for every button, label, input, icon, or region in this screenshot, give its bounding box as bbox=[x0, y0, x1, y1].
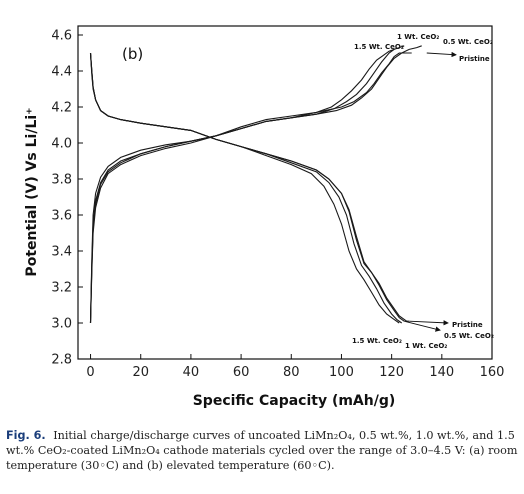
y-axis-ticks: 2.8 3.0 3.2 3.4 3.6 3.8 4.0 4.2 4.4 4.6 bbox=[51, 29, 83, 368]
discharge-label-0-5-wt: 0.5 Wt. CeO₂ bbox=[444, 332, 494, 340]
y-tick-label: 4.4 bbox=[51, 65, 72, 80]
x-tick-label: 140 bbox=[429, 365, 454, 380]
figure-caption: Fig. 6. Initial charge/discharge curves … bbox=[6, 428, 518, 473]
charge-label-pristine: Pristine bbox=[459, 55, 490, 63]
pristine-charge-arrow bbox=[426, 51, 457, 58]
y-tick-label: 3.0 bbox=[51, 317, 72, 332]
1-5-wt-ceo-discharge-curve bbox=[89, 52, 400, 324]
y-tick-label: 3.6 bbox=[51, 209, 72, 224]
y-tick-label: 4.6 bbox=[51, 29, 72, 44]
caption-text: Initial charge/discharge curves of uncoa… bbox=[6, 429, 518, 472]
charge-label-1-wt: 1 Wt. CeO₂ bbox=[397, 33, 439, 41]
y-axis-title: Potential (V) Vs Li/Li⁺ bbox=[24, 107, 40, 276]
1-wt-ceo-discharge-curve bbox=[89, 52, 403, 324]
y-tick-label: 4.2 bbox=[51, 101, 72, 116]
y-tick-label: 3.4 bbox=[51, 245, 72, 260]
1-wt-ceo-charge-curve bbox=[89, 45, 405, 324]
caption-label: Fig. 6. bbox=[6, 429, 46, 442]
x-tick-label: 20 bbox=[132, 365, 149, 380]
x-tick-label: 40 bbox=[183, 365, 200, 380]
x-tick-label: 120 bbox=[379, 365, 404, 380]
x-tick-label: 60 bbox=[233, 365, 250, 380]
x-axis-title: Specific Capacity (mAh/g) bbox=[193, 393, 396, 409]
x-tick-label: 160 bbox=[480, 365, 505, 380]
y-tick-label: 2.8 bbox=[51, 353, 72, 368]
1-5-wt-ceo-charge-curve bbox=[89, 48, 395, 324]
panel-label: (b) bbox=[122, 45, 143, 63]
discharge-label-1-wt: 1 Wt. CeO₂ bbox=[405, 342, 447, 350]
x-tick-label: 100 bbox=[329, 365, 354, 380]
x-tick-label: 80 bbox=[283, 365, 300, 380]
0-5-wt-discharge-arrow bbox=[404, 320, 441, 332]
pristine-discharge-curve bbox=[89, 52, 410, 322]
x-axis-ticks: 0 20 40 60 80 100 120 140 160 bbox=[86, 354, 504, 380]
discharge-label-1-5-wt: 1.5 Wt. CeO₂ bbox=[352, 337, 402, 345]
potential-capacity-chart: 0 20 40 60 80 100 120 140 160 2.8 3.0 3.2 3.4 3.6 3.8… bbox=[24, 25, 504, 409]
charge-label-0-5-wt: 0.5 Wt. CeO₂ bbox=[443, 38, 493, 46]
pristine-charge-curve bbox=[89, 52, 412, 324]
plot-frame bbox=[77, 25, 493, 360]
pristine-discharge-arrow bbox=[409, 320, 449, 326]
discharge-label-pristine: Pristine bbox=[452, 321, 483, 329]
curves bbox=[89, 45, 422, 324]
x-tick-label: 0 bbox=[86, 365, 94, 380]
y-tick-label: 3.2 bbox=[51, 281, 72, 296]
charge-label-1-5-wt: 1.5 Wt. CeO₂ bbox=[354, 43, 404, 51]
y-tick-label: 3.8 bbox=[51, 173, 72, 188]
y-tick-label: 4.0 bbox=[51, 137, 72, 152]
